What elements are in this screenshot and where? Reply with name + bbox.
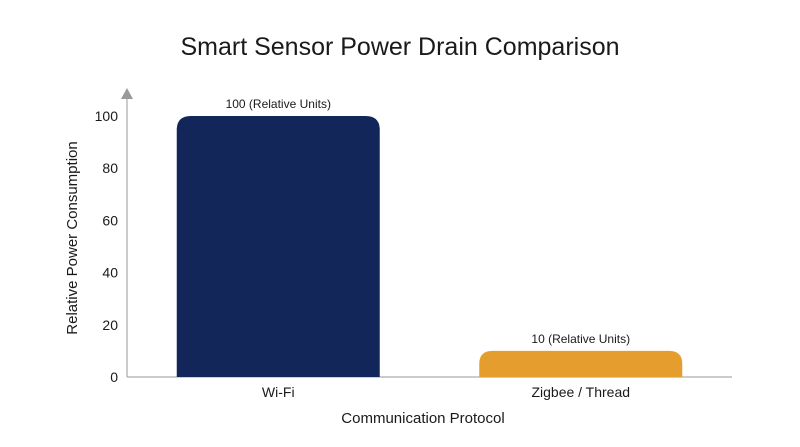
- x-axis-title: Communication Protocol: [341, 410, 504, 427]
- y-tick-label-20: 20: [102, 317, 118, 333]
- x-tick-label-zigbee-thread: Zigbee / Thread: [531, 384, 630, 400]
- y-tick-label-60: 60: [102, 212, 118, 228]
- data-label-wi-fi: 100 (Relative Units): [226, 97, 331, 111]
- y-tick-label-100: 100: [95, 108, 119, 124]
- y-axis-arrow-icon: [121, 88, 133, 99]
- y-axis-ticks: 0 20 40 60 80 100: [95, 108, 119, 385]
- y-tick-label-80: 80: [102, 160, 118, 176]
- bars: [176, 116, 683, 377]
- chart-title: Smart Sensor Power Drain Comparison: [180, 33, 619, 61]
- y-tick-label-0: 0: [110, 369, 118, 385]
- y-tick-label-40: 40: [102, 265, 118, 281]
- bar-zigbee-thread: [479, 350, 683, 377]
- bar-labels: 100 (Relative Units) Wi-Fi 10 (Relative Un…: [226, 97, 631, 400]
- x-tick-label-wi-fi: Wi-Fi: [262, 384, 295, 400]
- data-label-zigbee-thread: 10 (Relative Units): [531, 332, 630, 346]
- y-axis-title: Relative Power Consumption: [64, 141, 81, 334]
- bar-wi-fi: [176, 116, 380, 377]
